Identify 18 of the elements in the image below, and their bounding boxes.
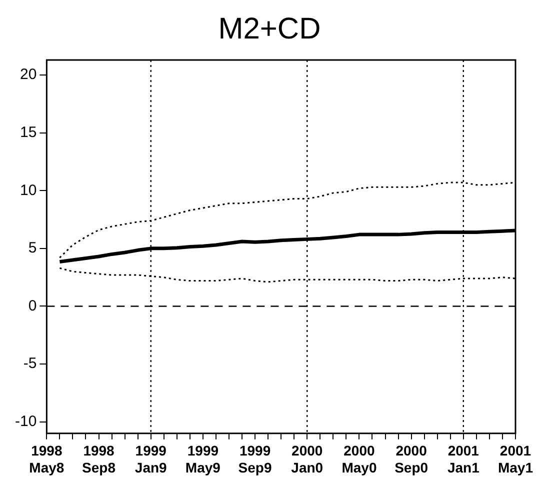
x-tick-label: 2001 May1 — [498, 442, 534, 476]
y-tick-label: -5 — [23, 355, 37, 372]
x-tick-label: 1999 Jan9 — [134, 442, 168, 476]
x-tick-label: 1998 Sep8 — [82, 442, 116, 476]
x-tick-label: 2000 Jan0 — [291, 442, 324, 476]
y-tick-label: -10 — [14, 412, 37, 430]
y-tick-label: 0 — [28, 297, 37, 314]
y-tick-label: 10 — [20, 182, 37, 199]
x-tick-label: 2000 May0 — [342, 442, 377, 476]
x-tick-label: 1999 Sep9 — [238, 442, 272, 476]
chart-title: M2+CD — [218, 12, 321, 46]
x-tick-label: 1999 May9 — [185, 442, 221, 476]
x-tick-label: 2001 Jan1 — [447, 442, 480, 476]
y-tick-label: 5 — [28, 240, 37, 257]
x-tick-label: 2000 Sep0 — [394, 442, 428, 476]
y-tick-label: 15 — [20, 124, 37, 141]
y-tick-label: 20 — [20, 66, 37, 84]
x-tick-label: 1998 May8 — [29, 442, 64, 476]
